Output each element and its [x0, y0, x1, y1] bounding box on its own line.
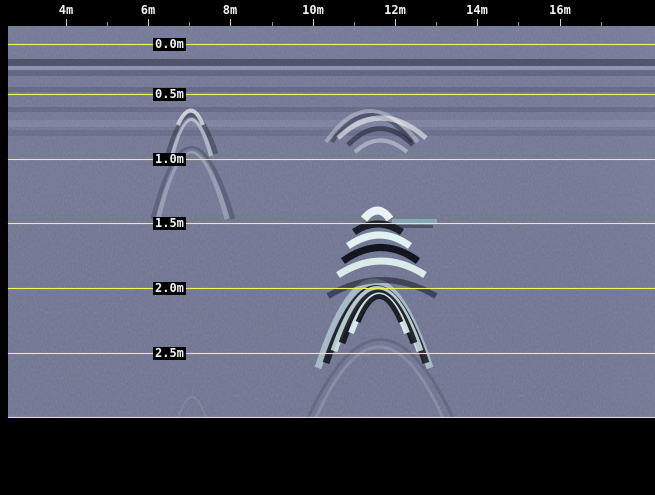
distance-tick-minor — [354, 22, 355, 26]
distance-tick-minor — [601, 22, 602, 26]
distance-tick-minor — [107, 22, 108, 26]
depth-label-1.5m: 1.5m — [153, 216, 186, 230]
distance-label-4m: 4m — [58, 3, 74, 17]
radargram-image — [8, 26, 655, 418]
distance-tick-minor — [518, 22, 519, 26]
distance-tick-major — [230, 19, 231, 26]
distance-tick-minor — [189, 22, 190, 26]
distance-label-10m: 10m — [302, 3, 324, 17]
radargram-panel — [8, 26, 655, 418]
depth-grid-line — [8, 223, 655, 224]
distance-tick-major — [560, 19, 561, 26]
distance-tick-major — [66, 19, 67, 26]
distance-label-16m: 16m — [549, 3, 571, 17]
bottom-empty-area — [0, 418, 655, 495]
left-border — [0, 26, 8, 418]
depth-label-0.5m: 0.5m — [153, 87, 186, 101]
distance-tick-major — [477, 19, 478, 26]
depth-grid-line — [8, 288, 655, 289]
depth-grid-line — [8, 159, 655, 160]
depth-grid-line — [8, 417, 655, 418]
distance-tick-minor — [436, 22, 437, 26]
distance-label-12m: 12m — [384, 3, 406, 17]
depth-label-2.0m: 2.0m — [153, 281, 186, 295]
depth-grid-line — [8, 44, 655, 45]
distance-label-8m: 8m — [222, 3, 238, 17]
depth-grid-line — [8, 353, 655, 354]
depth-label-2.5m: 2.5m — [153, 346, 186, 360]
distance-tick-major — [148, 19, 149, 26]
distance-tick-minor — [272, 22, 273, 26]
distance-label-14m: 14m — [466, 3, 488, 17]
distance-ruler: 4m 6m 8m 10m 12m 14m 16m — [0, 0, 655, 26]
depth-label-0.0m: 0.0m — [153, 37, 186, 51]
distance-tick-major — [313, 19, 314, 26]
distance-tick-major — [395, 19, 396, 26]
depth-grid-line — [8, 94, 655, 95]
depth-label-1.0m: 1.0m — [153, 152, 186, 166]
distance-label-6m: 6m — [140, 3, 156, 17]
